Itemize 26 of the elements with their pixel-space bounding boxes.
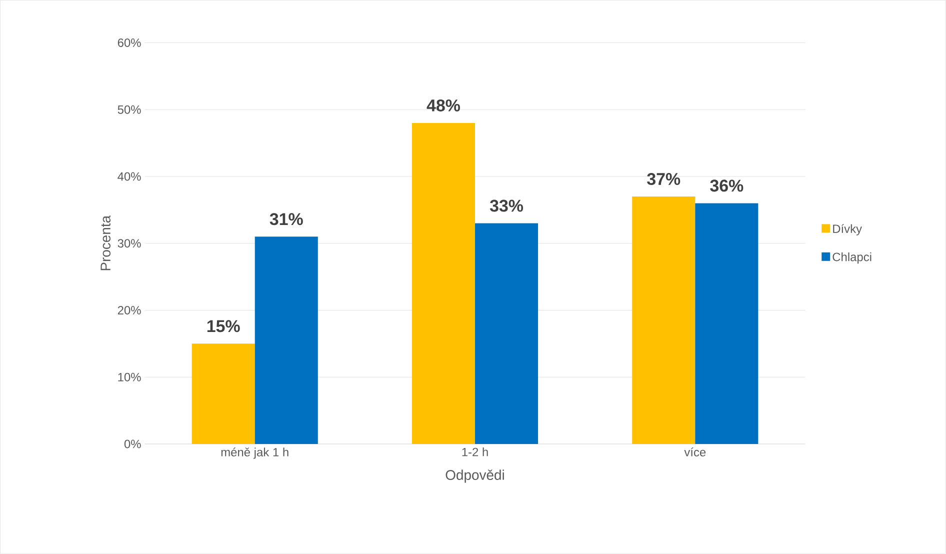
- y-tick-label: 40%: [118, 172, 141, 181]
- legend-label: Chlapci: [832, 252, 872, 264]
- data-label: 31%: [270, 213, 303, 226]
- y-tick-label: 10%: [118, 373, 141, 382]
- legend-label: Dívky: [833, 224, 862, 236]
- bar: [632, 196, 696, 444]
- bar: [254, 236, 318, 444]
- bar: [695, 203, 758, 444]
- bar: [192, 344, 255, 444]
- y-tick-label: 20%: [118, 306, 141, 315]
- data-label: 48%: [426, 100, 460, 112]
- x-axis-title: Odpovědi: [446, 470, 504, 483]
- data-label: 15%: [207, 320, 240, 332]
- y-tick-label: 0%: [124, 440, 141, 448]
- y-tick-label: 50%: [118, 105, 141, 114]
- data-label: 33%: [490, 200, 524, 212]
- y-axis-title: Procenta: [100, 216, 110, 270]
- x-tick-label: méně jak 1 h: [221, 448, 288, 459]
- data-label: 36%: [710, 180, 744, 192]
- bar: [412, 123, 476, 444]
- y-tick-label: 30%: [118, 239, 141, 248]
- data-label: 37%: [647, 173, 680, 186]
- x-tick-label: 1-2 h: [462, 448, 488, 456]
- x-tick-label: více: [684, 448, 706, 457]
- bar: [475, 223, 538, 444]
- y-tick-label: 60%: [118, 38, 141, 48]
